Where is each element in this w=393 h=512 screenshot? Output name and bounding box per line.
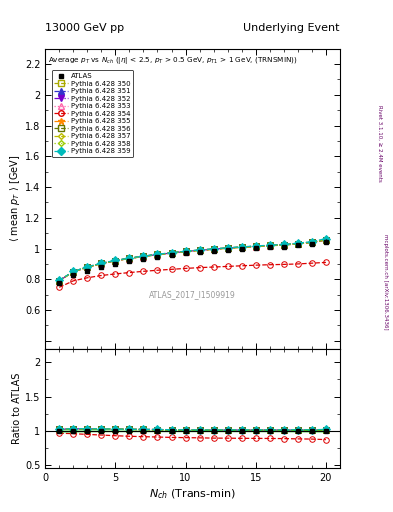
Text: Average $p_T$ vs $N_{ch}$ ($|\eta|$ < 2.5, $p_T$ > 0.5 GeV, $p_{T1}$ > 1 GeV, (T: Average $p_T$ vs $N_{ch}$ ($|\eta|$ < 2.… [48,55,298,66]
Text: 13000 GeV pp: 13000 GeV pp [45,23,124,33]
Text: Rivet 3.1.10, ≥ 2.4M events: Rivet 3.1.10, ≥ 2.4M events [378,105,382,182]
X-axis label: $N_{ch}$ (Trans-min): $N_{ch}$ (Trans-min) [149,487,236,501]
Text: Underlying Event: Underlying Event [243,23,340,33]
Y-axis label: $\langle$ mean $p_T$ $\rangle$ [GeV]: $\langle$ mean $p_T$ $\rangle$ [GeV] [8,155,22,242]
Y-axis label: Ratio to ATLAS: Ratio to ATLAS [12,373,22,444]
Text: mcplots.cern.ch [arXiv:1306.3436]: mcplots.cern.ch [arXiv:1306.3436] [384,234,388,329]
Legend: ATLAS, Pythia 6.428 350, Pythia 6.428 351, Pythia 6.428 352, Pythia 6.428 353, P: ATLAS, Pythia 6.428 350, Pythia 6.428 35… [51,70,134,157]
Text: ATLAS_2017_I1509919: ATLAS_2017_I1509919 [149,290,236,299]
